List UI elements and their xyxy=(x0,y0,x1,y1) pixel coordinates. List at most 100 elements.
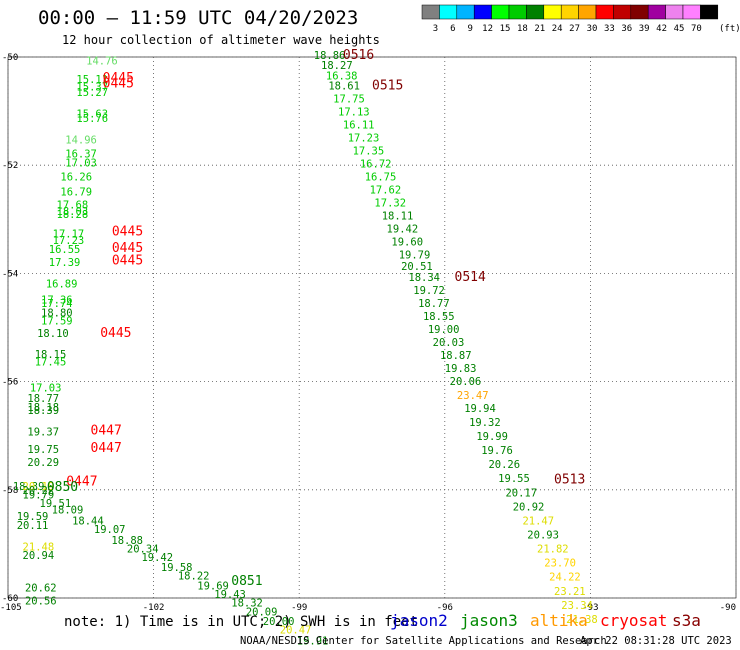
chart-subtitle: 12 hour collection of altimeter wave hei… xyxy=(62,33,380,47)
colorbar-label: 39 xyxy=(639,24,650,34)
swh-value-label: 19.43 xyxy=(214,589,246,601)
swh-value-label: 17.39 xyxy=(49,257,81,269)
colorbar-swatch xyxy=(647,4,666,20)
pass-time-label: 0851 xyxy=(231,574,262,589)
swh-value-label: 19.94 xyxy=(464,403,496,415)
swh-value-label: 19.55 xyxy=(498,473,530,485)
swh-value-label: 18.61 xyxy=(328,80,360,92)
swh-value-label: 18.80 xyxy=(41,308,73,320)
pass-time-label: 0445 xyxy=(112,254,143,269)
swh-value-label: 20.00 xyxy=(263,616,295,628)
swh-value-label: 20.19 xyxy=(23,481,55,493)
swh-value-label: 19.75 xyxy=(27,444,59,456)
swh-value-label: 17.45 xyxy=(35,356,67,368)
colorbar-label: 27 xyxy=(569,24,580,34)
colorbar-swatch xyxy=(421,4,440,20)
swh-value-label: 16.11 xyxy=(343,119,375,131)
swh-value-label: 19.83 xyxy=(445,363,477,375)
colorbar-label: 24 xyxy=(552,24,563,34)
swh-value-label: 17.13 xyxy=(338,106,370,118)
legend-cryosat: cryosat xyxy=(600,611,667,630)
colorbar-label: 70 xyxy=(691,24,702,34)
swh-value-label: 18.18 xyxy=(27,402,59,414)
swh-value-label: 19.51 xyxy=(40,498,72,510)
swh-value-label: 19.59 xyxy=(17,511,49,523)
pass-time-label: 0445 xyxy=(112,225,143,240)
swh-value-label: 18.77 xyxy=(27,393,59,405)
swh-value-label: 15.76 xyxy=(76,113,108,125)
swh-value-label: 19.42 xyxy=(141,552,173,564)
y-tick-label: -54 xyxy=(2,269,18,279)
colorbar-swatch xyxy=(508,4,527,20)
swh-value-label: 20.29 xyxy=(27,457,59,469)
swh-value-label: 18.39 xyxy=(27,405,59,417)
swh-value-label: 17.62 xyxy=(370,184,402,196)
swh-value-label: 20.17 xyxy=(505,487,537,499)
swh-value-label: 18.88 xyxy=(111,535,143,547)
swh-value-label: 23.47 xyxy=(457,390,489,402)
colorbar-swatch xyxy=(439,4,458,20)
swh-value-label: 19.37 xyxy=(27,427,59,439)
swh-value-label: 17.03 xyxy=(30,382,62,394)
swh-value-label: 19.42 xyxy=(387,223,419,235)
pass-time-label: 0513 xyxy=(554,472,585,487)
swh-value-label: 20.03 xyxy=(433,337,465,349)
swh-value-label: 23.34 xyxy=(561,600,593,612)
swh-value-label: 19.72 xyxy=(413,285,445,297)
swh-value-label: 24.22 xyxy=(549,572,581,584)
swh-value-label: 19.76 xyxy=(481,445,513,457)
swh-value-label: 21.47 xyxy=(522,515,554,527)
colorbar-swatch xyxy=(578,4,597,20)
swh-value-label: 15.37 xyxy=(76,82,108,94)
swh-value-label: 14.96 xyxy=(65,135,97,147)
swh-value-label: 18.55 xyxy=(423,311,455,323)
swh-value-label: 17.36 xyxy=(41,295,73,307)
swh-value-label: 17.75 xyxy=(333,93,365,105)
swh-value-label: 20.62 xyxy=(25,583,57,595)
colorbar-label: 36 xyxy=(621,24,632,34)
swh-value-label: 17.35 xyxy=(353,145,385,157)
swh-value-label: 20.26 xyxy=(488,459,520,471)
y-tick-label: -58 xyxy=(2,486,18,496)
swh-value-label: 15.63 xyxy=(76,109,108,121)
swh-value-label: 21.48 xyxy=(23,541,55,553)
swh-value-label: 19.79 xyxy=(23,489,55,501)
satellite-legend: jason2 jason3 altika cryosat s3a xyxy=(390,611,701,630)
colorbar-label: 33 xyxy=(604,24,615,34)
colorbar-swatch xyxy=(682,4,701,20)
swh-value-label: 14.76 xyxy=(86,56,118,68)
swh-value-label: 19.00 xyxy=(428,324,460,336)
colorbar-label: 6 xyxy=(450,24,455,34)
footer-timestamp: Apr 22 08:31:28 UTC 2023 xyxy=(580,635,732,647)
x-tick-label: -105 xyxy=(0,603,22,613)
swh-value-label: 19.32 xyxy=(469,417,501,429)
swh-value-label: 18.32 xyxy=(231,598,263,610)
colorbar-swatch xyxy=(491,4,510,20)
colorbar-swatch xyxy=(613,4,632,20)
colorbar-label: 30 xyxy=(587,24,598,34)
x-tick-label: -102 xyxy=(143,603,165,613)
swh-value-label: 23.70 xyxy=(544,558,576,570)
colorbar-swatch xyxy=(630,4,649,20)
swh-value-label: 18.39 xyxy=(13,481,45,493)
swh-value-label: 18.11 xyxy=(382,210,414,222)
colorbar-label: 12 xyxy=(482,24,493,34)
colorbar-swatch xyxy=(526,4,545,20)
colorbar-legend: 3 6 9 12 15 18 21 24 27 30 33 36 39 42 45 70 xyxy=(421,4,719,34)
swh-value-label: 16.55 xyxy=(49,244,81,256)
swh-value-label: 18.44 xyxy=(72,515,104,527)
pass-time-label: 0515 xyxy=(372,78,403,93)
swh-value-label: 16.37 xyxy=(65,149,97,161)
swh-value-label: 15.27 xyxy=(76,87,108,99)
colorbar-swatch xyxy=(456,4,475,20)
pass-time-label: 0516 xyxy=(343,48,374,63)
legend-jason3: jason3 xyxy=(460,611,518,630)
swh-value-label: 20.09 xyxy=(246,606,278,618)
swh-value-label: 19.58 xyxy=(161,562,193,574)
note-text: note: 1) Time is in UTC; 2) SWH is in fe… xyxy=(64,614,418,630)
swh-value-label: 20.06 xyxy=(450,376,482,388)
x-tick-label: -96 xyxy=(437,603,453,613)
colorbar-swatch xyxy=(543,4,562,20)
